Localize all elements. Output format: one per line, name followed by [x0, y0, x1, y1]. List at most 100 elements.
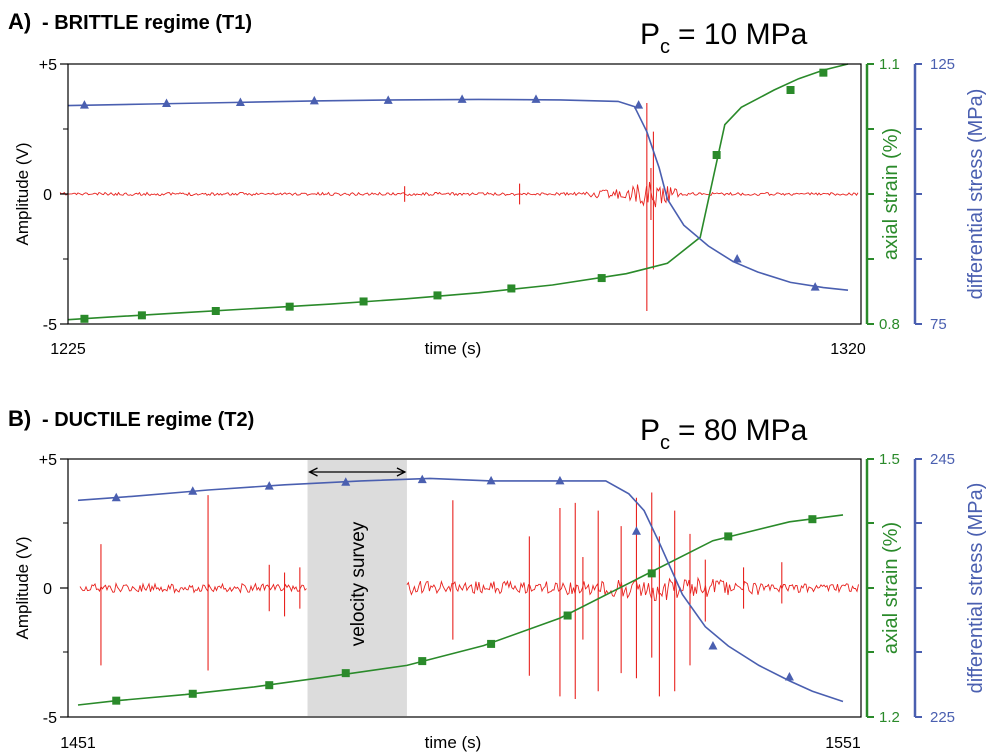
panel-b-annotation-layer: velocity survey	[308, 467, 407, 646]
panel-b-ytick-label-bottom: -5	[43, 710, 57, 727]
panel-b-strain-tick-label-bottom: 1.2	[879, 709, 900, 726]
panel-a-strain-marker	[819, 68, 828, 77]
panel-a-ytick-label-bottom: -5	[43, 317, 57, 334]
panel-a-strain-line	[67, 63, 849, 321]
panel-a-stress-marker	[531, 94, 541, 103]
panel-b-stress-marker	[486, 475, 496, 485]
panel-b-signal-trace	[406, 576, 859, 602]
panel-b-stress-marker	[784, 672, 794, 681]
panel-a-xlabel: time (s)	[425, 339, 482, 358]
panel-b-xtick-label-start: 1451	[60, 735, 96, 752]
panel-a-stress-tick-label-top: 125	[930, 56, 955, 73]
panel-b-ylabel: Amplitude (V)	[13, 537, 32, 640]
panel-b-stress-marker	[417, 474, 427, 484]
panel-b-strain-tick-label-top: 1.5	[879, 451, 900, 468]
panel-a-stress-marker	[810, 282, 820, 291]
panel-b-plot: velocity survey	[77, 460, 859, 716]
panel-a-stress-tick-label-bottom: 75	[930, 316, 947, 333]
panel-a-title: - BRITTLE regime (T1)	[42, 12, 252, 34]
panel-a-strain-tick-label-bottom: 0.8	[879, 316, 900, 333]
panel-b-strain-marker	[265, 681, 274, 690]
panel-a-stress-axis-title: differential stress (MPa)	[965, 89, 987, 300]
panel-b-strain-line	[77, 514, 844, 706]
velocity-survey-label: velocity survey	[348, 521, 369, 646]
panel-b-strain-axis-title: axial strain (%)	[880, 522, 902, 654]
panel-b-frame	[67, 458, 862, 718]
velocity-survey-arrowhead-left	[308, 467, 318, 477]
panel-a-strain-marker	[80, 314, 89, 323]
panel-a-pressure-symbol: P	[640, 18, 660, 51]
panel-a-strain-marker	[285, 302, 294, 311]
panel-b-stress-marker	[188, 486, 198, 495]
panel-a-signal-trace	[59, 181, 859, 208]
panel-a-pressure-subscript: c	[660, 36, 670, 58]
panel-a-stress-marker	[79, 100, 89, 109]
panel-a-stress-marker	[235, 97, 245, 106]
panel-b-prefix: B)	[8, 406, 31, 431]
panel-a-strain-marker	[507, 284, 516, 293]
panel-b-xtick-label-end: 1551	[825, 735, 861, 752]
panel-a-strain-tick-label-top: 1.1	[879, 56, 900, 73]
panel-a-strain-marker	[433, 291, 442, 300]
panel-b-stress-marker	[264, 481, 274, 490]
panel-a-strain-marker	[786, 86, 795, 94]
panel-a-strain-marker	[597, 274, 606, 283]
panel-b: B) - DUCTILE regime (T2) Pc = 80 MPa velo…	[8, 406, 987, 752]
panel-b-ytick-label-zero: 0	[43, 581, 52, 598]
panel-b-strain-marker	[188, 689, 197, 698]
panel-a-strain-marker	[712, 151, 721, 159]
panel-a-strain-axis-title: axial strain (%)	[880, 128, 902, 260]
panel-b-stress-line	[77, 477, 844, 703]
panel-a-strain-marker	[137, 311, 146, 320]
panel-a-prefix: A)	[8, 9, 31, 34]
panel-a-stress-marker	[634, 100, 644, 109]
panel-a: A) - BRITTLE regime (T1) Pc = 10 MPa +5 0…	[8, 9, 987, 358]
panel-a-xtick-label-end: 1320	[830, 341, 866, 358]
panel-b-pressure-subscript: c	[660, 432, 670, 454]
panel-b-strain-marker	[724, 532, 733, 541]
panel-b-velocity-survey-band	[307, 460, 407, 716]
panel-b-strain-marker	[112, 696, 121, 705]
panel-b-ytick-label-top: +5	[39, 452, 57, 469]
panel-b-title: - DUCTILE regime (T2)	[42, 409, 254, 431]
panel-a-pressure-value: = 10 MPa	[678, 18, 808, 51]
panel-b-stress-marker	[708, 641, 718, 650]
panel-b-stress-tick-label-bottom: 225	[930, 709, 955, 726]
panel-b-stress-marker	[111, 492, 121, 502]
panel-a-strain-marker	[211, 307, 220, 315]
panel-a-stress-marker	[383, 95, 393, 104]
panel-b-markers-layer	[111, 474, 817, 705]
panel-a-stress-marker	[732, 254, 742, 263]
panel-a-stress-marker	[457, 94, 467, 103]
panel-a-stress-marker	[162, 98, 172, 108]
panel-a-stress-marker	[309, 95, 319, 105]
panel-b-strain-marker	[418, 657, 427, 666]
panel-b-signal-trace	[79, 581, 307, 594]
panel-b-signal-layer	[79, 492, 859, 699]
panel-b-strain-marker	[341, 669, 350, 678]
panel-b-band-layer	[307, 460, 407, 716]
panel-a-markers-layer	[79, 68, 828, 323]
panel-b-stress-axis-title: differential stress (MPa)	[965, 483, 987, 694]
panel-b-stress-marker	[555, 475, 565, 485]
panel-a-ylabel: Amplitude (V)	[13, 143, 32, 246]
panel-a-strain-marker	[359, 297, 368, 306]
velocity-survey-arrowhead-right	[396, 467, 407, 477]
panel-a-xtick-label-start: 1225	[50, 341, 86, 358]
panel-b-stress-tick-label-top: 245	[930, 451, 955, 468]
panel-b-strain-marker	[808, 515, 817, 524]
panel-b-stress-marker	[341, 477, 351, 486]
panel-a-ytick-label-zero: 0	[43, 187, 52, 204]
panel-b-pressure: Pc = 80 MPa	[640, 414, 808, 454]
panel-b-pressure-value: = 80 MPa	[678, 414, 808, 447]
panel-b-strain-marker	[563, 611, 572, 620]
panel-a-pressure: Pc = 10 MPa	[640, 18, 808, 58]
panel-a-ytick-label-top: +5	[39, 57, 57, 74]
panel-b-strain-marker	[487, 639, 496, 648]
panel-b-stress-marker	[631, 526, 641, 535]
panel-a-signal-layer	[59, 103, 859, 311]
panel-b-strain-marker	[647, 569, 656, 578]
panel-b-pressure-symbol: P	[640, 414, 660, 447]
panel-b-xlabel: time (s)	[425, 733, 482, 752]
